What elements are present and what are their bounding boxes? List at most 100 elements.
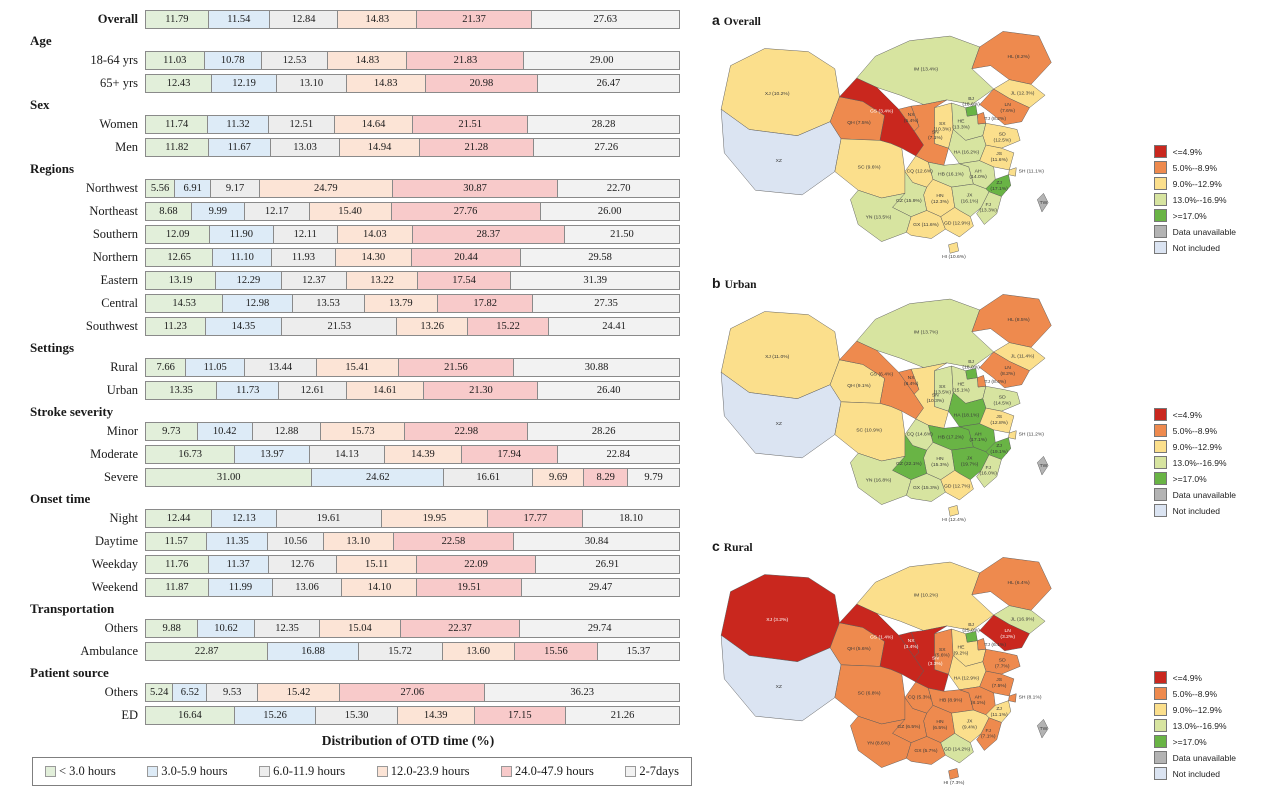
bar-segment: 26.91 <box>534 555 680 574</box>
map-legend-label: 9.0%--12.9% <box>1172 441 1222 452</box>
bar-segment: 9.73 <box>145 422 198 441</box>
bar-row: Overall 11.79 11.54 12.84 14.83 21.37 27.63 <box>30 10 692 29</box>
bar-segment: 17.54 <box>416 271 512 290</box>
bar-segment: 14.53 <box>145 294 224 313</box>
row-label: Night <box>109 511 138 525</box>
province-GX <box>906 473 946 502</box>
bar-segment: 11.73 <box>216 381 280 400</box>
province-label-HL: HL (8.5%) <box>1008 317 1031 323</box>
province-label-JX: (19.7%) <box>961 461 979 467</box>
bar-segment: 26.00 <box>539 202 680 221</box>
province-label-BJ: (18.0%) <box>962 365 980 371</box>
group-header: Settings <box>30 340 75 355</box>
province-label-HA: HA (18.1%) <box>954 413 980 419</box>
province-label-HI: HI (12.4%) <box>942 517 966 523</box>
row-label: Daytime <box>94 534 138 548</box>
bar-row: Others 9.88 10.62 12.35 15.04 22.37 29.74 <box>30 619 692 638</box>
bar-segment: 9.69 <box>532 468 585 487</box>
bar-segment: 11.03 <box>145 51 205 70</box>
province-label-IM: IM (13.7%) <box>914 329 939 335</box>
province-GD <box>940 207 974 238</box>
province-label-LN: (8.2%) <box>1000 371 1015 377</box>
province-label-GS: GS (3.4%) <box>870 108 894 114</box>
map-legend-swatch <box>1153 456 1167 469</box>
province-label-HN: (6.5%) <box>933 725 948 731</box>
bar-segment: 21.51 <box>412 115 529 134</box>
province-label-NX: NX <box>908 375 916 381</box>
province-label-XJ: XJ (11.0%) <box>765 354 790 360</box>
province-label-ZJ: ZJ <box>996 180 1002 186</box>
province-label-SH: SH (11.2%) <box>1019 431 1045 437</box>
bar-segment: 26.40 <box>537 381 680 400</box>
province-CQ <box>904 155 934 188</box>
bar-segment: 21.30 <box>423 381 539 400</box>
bar-segment: 22.87 <box>145 642 269 661</box>
map-legend-swatch <box>1153 424 1167 437</box>
map-legend: <=4.9% 5.0%--8.9% 9.0%--12.9% 13.0%--16.9% >… <box>1153 145 1236 257</box>
province-label-TJ: TJ (8.4%) <box>984 379 1006 385</box>
bar-segment: 13.26 <box>396 317 468 336</box>
bar-segment: 11.79 <box>145 10 209 29</box>
map-legend-label: 5.0%--8.9% <box>1172 688 1218 699</box>
province-label-SN: (3.3%) <box>928 661 943 667</box>
bar-segment: 31.39 <box>510 271 680 290</box>
province-HI <box>948 768 959 780</box>
legend-swatch <box>625 766 637 777</box>
bar-segment: 19.51 <box>416 578 522 597</box>
bar-segment: 11.54 <box>207 10 270 29</box>
china-map-panel-c: c Rural XJ (3.2%) XZ QH (5.6%) IM (10.2%) GS (… <box>700 534 1260 797</box>
bar-segment: 16.64 <box>145 706 235 725</box>
bar-segment: 12.65 <box>145 248 214 267</box>
group-header: Transportation <box>30 601 115 616</box>
province-AH <box>959 160 996 189</box>
bar-chart-legend: < 3.0 hours 3.0-5.9 hours 6.0-11.9 hours 12… <box>32 757 692 786</box>
map-legend-swatch <box>1153 209 1167 222</box>
province-label-HI: HI (10.6%) <box>942 254 966 260</box>
province-SH <box>1008 430 1017 440</box>
map-legend-label: >=17.0% <box>1172 210 1207 221</box>
bar-segment: 20.44 <box>410 248 522 267</box>
bar-segment: 13.10 <box>322 532 394 551</box>
map-legend-item: 13.0%--16.9% <box>1153 719 1236 732</box>
province-label-HE: (15.1%) <box>952 387 970 393</box>
row-label: Rural <box>110 360 138 374</box>
legend-label: < 3.0 hours <box>59 764 116 778</box>
bar-segment: 12.84 <box>268 10 339 29</box>
province-HI <box>948 242 959 254</box>
province-label-GZ: GZ (15.9%) <box>896 198 922 204</box>
bar-segment: 11.99 <box>208 578 273 597</box>
province-label-GX: GX (5.7%) <box>914 748 938 754</box>
row-label: Weekday <box>91 557 138 571</box>
province-TW <box>1037 192 1049 213</box>
map-legend-label: 5.0%--8.9% <box>1172 162 1218 173</box>
province-label-SD: SD <box>999 658 1006 664</box>
row-label: 65+ yrs <box>100 76 138 90</box>
province-label-JX: JX <box>967 455 973 461</box>
province-label-JS: JS <box>996 151 1002 157</box>
panel-name: Urban <box>724 279 757 291</box>
bar-segment: 14.30 <box>334 248 412 267</box>
bar-row: Minor 9.73 10.42 12.88 15.73 22.98 28.26 <box>30 422 692 441</box>
province-label-XJ: XJ (3.2%) <box>766 617 788 623</box>
row-label: Central <box>101 296 138 310</box>
province-label-JL: JL (16.9%) <box>1011 616 1035 622</box>
province-label-HL: HL (8.2%) <box>1008 54 1031 60</box>
bar-segment: 19.95 <box>380 509 489 528</box>
map-legend-swatch <box>1153 719 1167 732</box>
province-label-HB: HB (17.2%) <box>938 434 964 440</box>
bar-segment: 14.39 <box>396 706 475 725</box>
bar-track: 31.00 24.62 16.61 9.69 8.29 9.79 <box>145 468 685 487</box>
province-label-XJ: XJ (10.2%) <box>765 91 790 97</box>
province-label-JX: (16.1%) <box>961 198 979 204</box>
bar-segment: 14.03 <box>336 225 413 244</box>
bar-segment: 6.52 <box>172 683 208 702</box>
province-label-IM: IM (13.4%) <box>914 66 939 72</box>
bar-segment: 7.66 <box>145 358 187 377</box>
bar-row: Night 12.44 12.13 19.61 19.95 17.77 18.10 <box>30 509 692 528</box>
bar-segment: 12.61 <box>278 381 347 400</box>
legend-swatch <box>501 766 513 777</box>
bar-segment: 13.06 <box>271 578 343 597</box>
province-label-CQ: CQ (14.6%) <box>907 431 934 437</box>
bar-track: 5.24 6.52 9.53 15.42 27.06 36.23 <box>145 683 685 702</box>
bar-segment: 12.53 <box>260 51 329 70</box>
